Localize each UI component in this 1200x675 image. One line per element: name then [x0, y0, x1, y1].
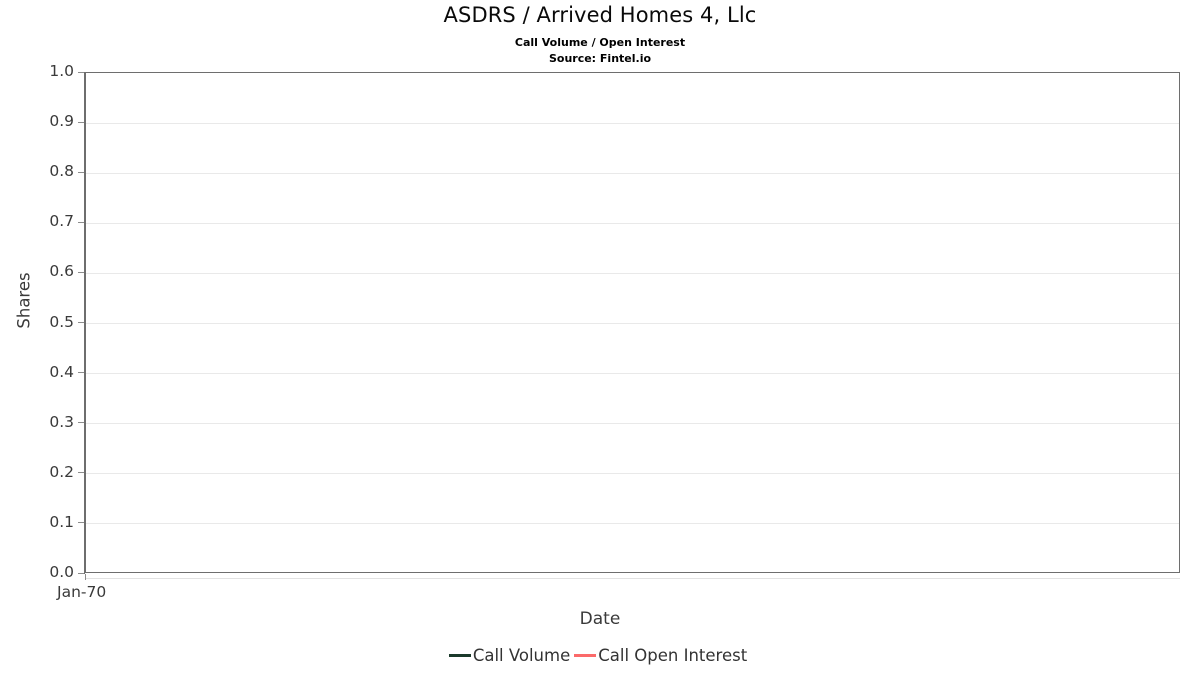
- chart-legend: Call Volume Call Open Interest: [0, 646, 1200, 665]
- chart-source-caption: Source: Fintel.io: [548, 52, 652, 65]
- gridline: [86, 523, 1179, 525]
- y-axis-tick-mark: [78, 422, 84, 424]
- gridline: [86, 423, 1179, 425]
- legend-line-icon-call-open-interest: [574, 654, 597, 657]
- legend-line-icon-call-volume: [448, 654, 471, 657]
- y-axis-tick-label: 0.4: [49, 362, 74, 381]
- y-axis-title: Shares: [14, 272, 34, 329]
- gridline: [86, 222, 1179, 224]
- y-axis-tick-label: 0.0: [49, 563, 74, 581]
- y-axis-tick-mark: [78, 171, 84, 173]
- below-axis-rule: [85, 578, 1180, 579]
- y-axis-tick-mark: [78, 71, 84, 73]
- x-axis-tick-mark: [85, 574, 86, 580]
- chart-subtitle: Call Volume / Open Interest: [514, 36, 686, 49]
- y-axis-tick-mark: [78, 121, 84, 123]
- y-axis-tick-mark: [78, 221, 84, 223]
- y-axis-tick-label: 0.8: [49, 162, 74, 181]
- y-axis-tick-mark: [78, 522, 84, 524]
- y-axis-tick-label: 0.5: [49, 312, 74, 331]
- y-axis-tick-mark: [78, 322, 84, 323]
- y-axis-tick-label: 0.3: [49, 412, 74, 431]
- x-axis-tick-label: Jan-70: [57, 583, 107, 601]
- x-axis-title: Date: [579, 609, 621, 629]
- legend-label-call-open-interest: Call Open Interest: [598, 646, 748, 665]
- y-axis-tick-mark: [78, 472, 84, 474]
- y-axis-tick-label: 0.6: [49, 262, 74, 281]
- legend-label-call-volume: Call Volume: [472, 646, 571, 665]
- gridline: [86, 323, 1179, 324]
- chart-title: ASDRS / Arrived Homes 4, Llc: [443, 3, 757, 27]
- y-axis-tick-label: 1.0: [49, 62, 74, 80]
- gridline: [86, 473, 1179, 475]
- gridline: [86, 122, 1179, 124]
- y-axis-tick-label: 0.9: [49, 112, 74, 131]
- y-axis-tick-mark: [78, 572, 84, 574]
- gridline: [86, 373, 1179, 375]
- y-axis-tick-labels: 0.0 0.1 0.2 0.3 0.4 0.5 0.6 0.7 0.8 0.9 1.0: [0, 0, 74, 675]
- legend-item-call-open-interest[interactable]: Call Open Interest: [574, 646, 751, 665]
- y-axis-tick-mark: [78, 372, 84, 374]
- y-axis-tick-label: 0.7: [49, 212, 74, 231]
- gridline: [86, 172, 1179, 174]
- y-axis-tick-label: 0.1: [49, 512, 74, 531]
- y-axis-tick-mark: [78, 271, 84, 273]
- plot-area: [85, 72, 1180, 573]
- y-axis-spine: [84, 72, 86, 574]
- y-axis-tick-label: 0.2: [49, 462, 74, 481]
- legend-item-call-volume[interactable]: Call Volume: [448, 646, 574, 665]
- gridline: [86, 272, 1179, 274]
